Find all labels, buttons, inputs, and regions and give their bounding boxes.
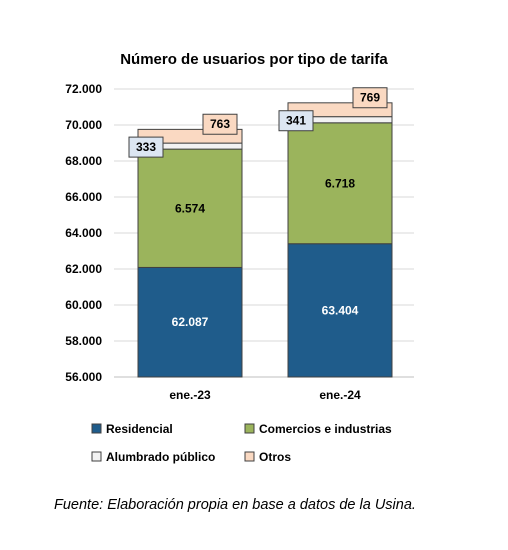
chart-container: Número de usuarios por tipo de tarifa 56.… xyxy=(65,51,414,464)
callout-box-otros xyxy=(202,113,238,135)
y-tick-label: 62.000 xyxy=(65,262,102,276)
data-label-otros: 769 xyxy=(360,91,380,105)
data-label-alumbrado: 341 xyxy=(286,114,306,128)
data-label-otros: 763 xyxy=(210,117,230,131)
chart-title: Número de usuarios por tipo de tarifa xyxy=(120,51,388,68)
y-tick-label: 56.000 xyxy=(65,370,102,384)
data-label-residencial: 63.404 xyxy=(322,303,359,317)
x-tick-label: ene.-23 xyxy=(169,388,211,402)
y-tick-label: 58.000 xyxy=(65,334,102,348)
legend-label-comercios: Comercios e industrias xyxy=(259,422,392,436)
y-tick-label: 72.000 xyxy=(65,82,102,96)
legend-label-otros: Otros xyxy=(259,450,291,464)
callout-box-alumbrado xyxy=(278,110,314,132)
y-tick-label: 64.000 xyxy=(65,226,102,240)
stacked-bar-chart: Número de usuarios por tipo de tarifa 56.… xyxy=(65,51,414,464)
legend-swatch-alumbrado xyxy=(91,451,102,462)
legend-swatch-comercios xyxy=(244,423,255,434)
legend-swatch-residencial xyxy=(91,423,102,434)
bar-segment-comercios xyxy=(137,148,243,268)
bar-segment-residencial xyxy=(287,243,393,378)
y-tick-label: 66.000 xyxy=(65,190,102,204)
data-label-comercios: 6.574 xyxy=(175,201,205,215)
x-tick-label: ene.-24 xyxy=(319,388,361,402)
data-label-residencial: 62.087 xyxy=(172,315,209,329)
source-note: Fuente: Elaboración propia en base a dat… xyxy=(54,497,416,513)
legend-swatch-otros xyxy=(244,451,255,462)
legend-label-alumbrado: Alumbrado público xyxy=(106,450,215,464)
y-tick-label: 70.000 xyxy=(65,118,102,132)
callout-box-otros xyxy=(352,87,388,109)
y-tick-label: 60.000 xyxy=(65,298,102,312)
data-label-alumbrado: 333 xyxy=(136,140,156,154)
legend-label-residencial: Residencial xyxy=(106,422,173,436)
y-tick-label: 68.000 xyxy=(65,154,102,168)
data-label-comercios: 6.718 xyxy=(325,176,355,190)
bar-segment-comercios xyxy=(287,122,393,245)
callout-box-alumbrado xyxy=(128,136,164,158)
